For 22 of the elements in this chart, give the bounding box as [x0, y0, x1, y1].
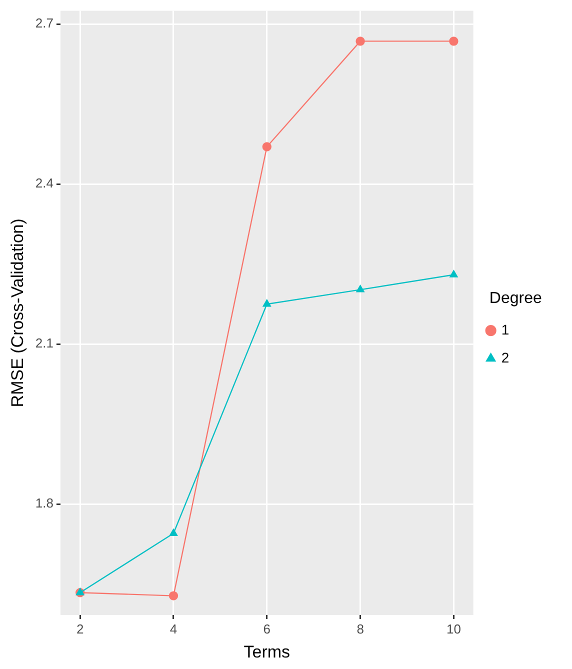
point — [169, 528, 178, 536]
x-tick-label: 6 — [263, 621, 271, 636]
y-tick-label: 1.8 — [35, 496, 54, 511]
point — [356, 36, 365, 46]
x-tick-label: 4 — [170, 621, 178, 636]
point — [168, 591, 178, 600]
point — [262, 142, 272, 152]
point — [450, 270, 458, 278]
x-tick-label: 10 — [446, 621, 461, 636]
legend-title: Degree — [489, 290, 542, 307]
legend-label: 1 — [501, 321, 548, 338]
y-tick-label: 2.7 — [35, 16, 54, 31]
legend-label: 2 — [501, 349, 548, 366]
x-axis-title: Terms — [244, 642, 290, 662]
y-tick-label: 2.1 — [35, 336, 54, 351]
point — [262, 300, 271, 307]
y-tick-label: 2.4 — [35, 176, 54, 191]
point — [449, 36, 458, 46]
x-tick-label: 8 — [356, 621, 364, 636]
y-axis-title: RMSE (Cross-Validation) — [8, 218, 27, 408]
point — [356, 285, 364, 292]
x-tick-label: 2 — [76, 621, 84, 636]
